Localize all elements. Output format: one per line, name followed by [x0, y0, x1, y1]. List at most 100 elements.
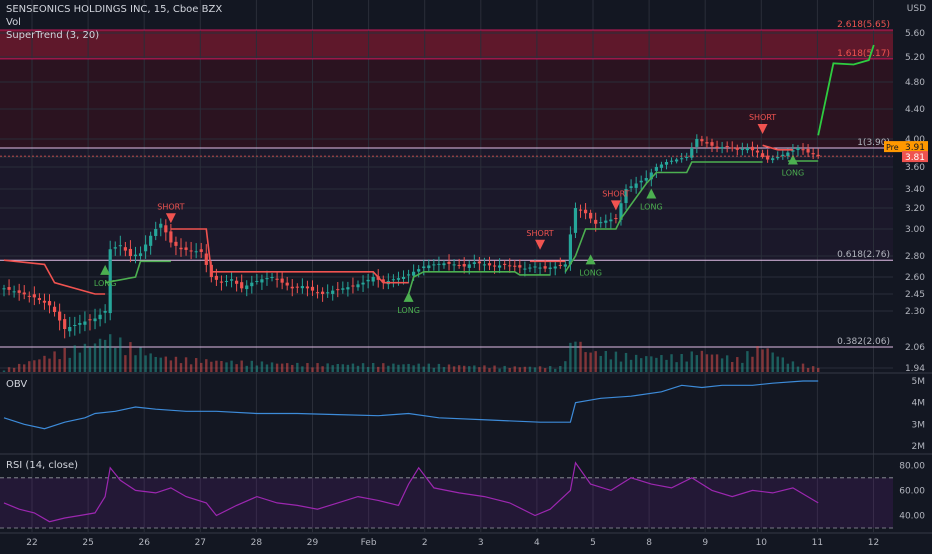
- volume-bar: [766, 348, 769, 372]
- candle-body: [396, 278, 401, 280]
- volume-bar: [326, 363, 329, 372]
- candle-body: [801, 149, 805, 151]
- volume-bar: [710, 354, 714, 372]
- volume-bar: [604, 350, 607, 372]
- supertrend-up-line: [407, 271, 551, 295]
- candle-body: [310, 286, 315, 291]
- volume-bar: [498, 368, 501, 372]
- volume-bar: [523, 366, 527, 372]
- candle-body: [639, 180, 643, 183]
- volume-bar: [134, 355, 137, 372]
- candle-body: [149, 235, 153, 246]
- fib-level-label: 0.618(2.76): [837, 250, 890, 260]
- candle-body: [599, 222, 603, 224]
- volume-bar: [392, 363, 395, 372]
- candle-body: [710, 142, 714, 146]
- fib-band: [0, 30, 893, 59]
- volume-bar: [488, 368, 491, 372]
- volume-bar: [690, 351, 693, 372]
- x-tick-label: 2: [422, 538, 428, 548]
- candle-body: [533, 266, 537, 268]
- volume-bar: [341, 364, 345, 372]
- candle-body: [644, 178, 648, 181]
- candle-body: [194, 251, 198, 253]
- volume-bar: [48, 358, 51, 372]
- x-tick-label: 11: [812, 538, 823, 548]
- candle-body: [437, 263, 441, 265]
- volume-bar: [796, 366, 800, 372]
- candle-body: [174, 241, 178, 246]
- candle-body: [2, 288, 6, 290]
- candle-body: [417, 269, 421, 272]
- candle-body: [346, 287, 350, 290]
- candle-body: [649, 172, 653, 180]
- candle-body: [781, 154, 785, 157]
- obv-tick-label: 4M: [912, 399, 926, 409]
- volume-bar: [38, 359, 41, 372]
- volume-bar: [154, 356, 157, 372]
- candle-body: [589, 212, 593, 219]
- volume-bar: [503, 365, 506, 372]
- candle-body: [113, 247, 117, 249]
- price-tick-label: 2.06: [905, 343, 925, 353]
- pre-value-label: 3.91: [905, 143, 925, 153]
- volume-bar: [316, 363, 319, 372]
- fib-level-label: 0.382(2.06): [837, 337, 890, 347]
- volume-bar: [422, 366, 425, 372]
- price-tick-label: 2.45: [905, 290, 925, 300]
- volume-bar: [564, 361, 567, 372]
- volume-bar: [442, 367, 446, 372]
- candle-body: [144, 244, 148, 252]
- volume-bar: [640, 358, 643, 372]
- volume-bar: [569, 342, 572, 372]
- supertrend-up-line: [104, 260, 171, 284]
- candle-body: [361, 282, 365, 285]
- supertrend-up-line: [564, 161, 763, 273]
- candle-body: [472, 262, 476, 264]
- volume-bar: [164, 356, 168, 372]
- long-signal-label: LONG: [782, 169, 805, 178]
- pre-value-box: [902, 141, 928, 153]
- volume-bar: [397, 364, 400, 372]
- volume-bar: [169, 360, 173, 372]
- volume-bar: [377, 366, 380, 372]
- candle-body: [467, 264, 471, 268]
- volume-bar: [139, 347, 142, 372]
- candle-body: [816, 154, 820, 157]
- volume-bar: [124, 355, 127, 372]
- volume-bar: [493, 365, 496, 372]
- candle-body: [118, 245, 122, 247]
- volume-bar: [28, 361, 31, 372]
- volume-bar: [103, 339, 107, 372]
- volume-bar: [83, 343, 87, 372]
- volume-bar: [189, 364, 193, 372]
- volume-bar: [346, 364, 350, 372]
- volume-bar: [291, 364, 294, 372]
- candle-body: [326, 292, 330, 294]
- volume-bar: [205, 359, 208, 372]
- fib-band: [0, 30, 893, 148]
- volume-bar: [574, 341, 577, 372]
- candle-body: [154, 229, 158, 236]
- volume-bar: [513, 366, 516, 372]
- price-tick-label: 2.30: [905, 307, 925, 317]
- candle-body: [664, 162, 669, 165]
- candle-body: [224, 280, 229, 282]
- candle-body: [583, 209, 588, 214]
- volume-bar: [599, 355, 602, 372]
- candle-body: [447, 261, 451, 264]
- candle-body: [37, 298, 41, 301]
- candle-body: [432, 264, 436, 266]
- x-tick-label: 29: [307, 538, 319, 548]
- candle-body: [690, 148, 694, 158]
- candle-body: [169, 231, 173, 243]
- candle-body: [22, 292, 26, 295]
- candle-body: [553, 266, 557, 269]
- price-tick-label: 5.20: [905, 53, 925, 63]
- candle-body: [771, 158, 775, 161]
- short-signal-marker: [535, 239, 546, 250]
- volume-bar: [483, 365, 486, 372]
- candle-body: [7, 287, 11, 290]
- volume-bar: [432, 367, 436, 372]
